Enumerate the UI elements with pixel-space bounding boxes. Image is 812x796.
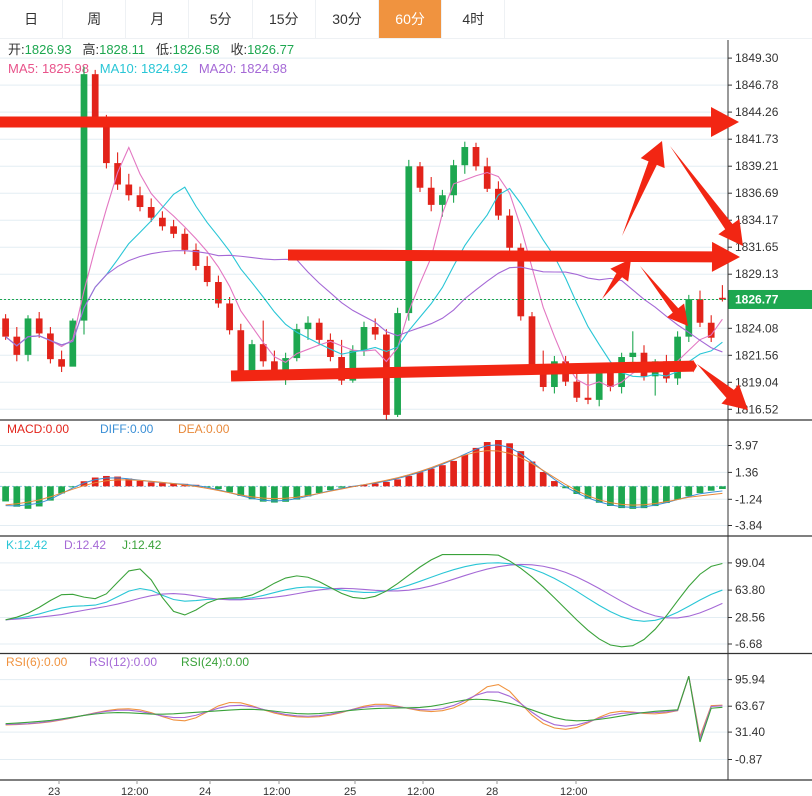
svg-text:3.97: 3.97	[735, 439, 759, 453]
svg-text:31.40: 31.40	[735, 725, 765, 739]
svg-text:23: 23	[48, 786, 60, 796]
svg-text:12:00: 12:00	[121, 786, 149, 796]
svg-text:-3.84: -3.84	[735, 519, 763, 533]
svg-text:28.56: 28.56	[735, 611, 765, 625]
svg-text:1826.77: 1826.77	[735, 292, 779, 306]
svg-text:RSI(12):0.00: RSI(12):0.00	[89, 655, 157, 669]
svg-text:DEA:0.00: DEA:0.00	[178, 422, 230, 436]
svg-text:99.04: 99.04	[735, 556, 765, 570]
svg-text:1824.08: 1824.08	[735, 321, 779, 335]
svg-text:63.67: 63.67	[735, 699, 765, 713]
svg-text:1841.73: 1841.73	[735, 132, 779, 146]
svg-text:28: 28	[486, 786, 498, 796]
svg-text:1836.69: 1836.69	[735, 186, 779, 200]
svg-text:1849.30: 1849.30	[735, 51, 779, 65]
svg-text:63.80: 63.80	[735, 583, 765, 597]
svg-text:-1.24: -1.24	[735, 492, 763, 506]
svg-text:DIFF:0.00: DIFF:0.00	[100, 422, 154, 436]
svg-text:-0.87: -0.87	[735, 753, 763, 767]
svg-text:1829.13: 1829.13	[735, 267, 779, 281]
svg-text:MACD:0.00: MACD:0.00	[7, 422, 69, 436]
svg-text:24: 24	[199, 786, 211, 796]
svg-text:95.94: 95.94	[735, 673, 765, 687]
svg-text:1821.56: 1821.56	[735, 348, 779, 362]
svg-text:25: 25	[344, 786, 356, 796]
svg-text:1839.21: 1839.21	[735, 159, 779, 173]
svg-text:1831.65: 1831.65	[735, 240, 779, 254]
svg-text:1844.26: 1844.26	[735, 105, 779, 119]
svg-text:1.36: 1.36	[735, 465, 759, 479]
svg-text:12:00: 12:00	[407, 786, 435, 796]
svg-text:-6.68: -6.68	[735, 637, 763, 651]
svg-text:J:12.42: J:12.42	[122, 538, 162, 552]
svg-text:12:00: 12:00	[560, 786, 588, 796]
svg-text:K:12.42: K:12.42	[6, 538, 48, 552]
svg-text:12:00: 12:00	[263, 786, 291, 796]
svg-text:RSI(6):0.00: RSI(6):0.00	[6, 655, 68, 669]
svg-text:1816.52: 1816.52	[735, 402, 779, 416]
svg-text:1819.04: 1819.04	[735, 375, 779, 389]
svg-text:D:12.42: D:12.42	[64, 538, 106, 552]
svg-text:1846.78: 1846.78	[735, 78, 779, 92]
svg-text:1834.17: 1834.17	[735, 213, 779, 227]
svg-text:RSI(24):0.00: RSI(24):0.00	[181, 655, 249, 669]
